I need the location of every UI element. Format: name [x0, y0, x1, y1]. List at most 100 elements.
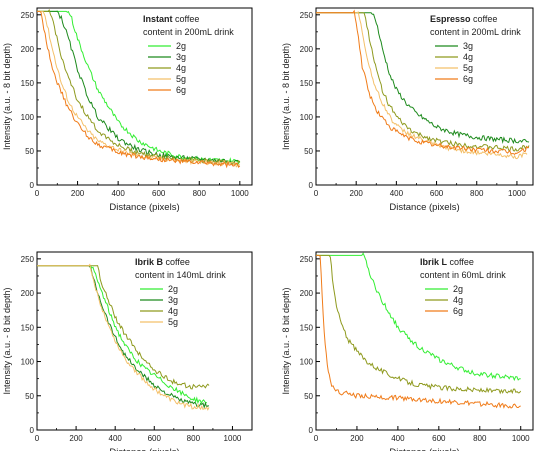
- y-tick-label: 200: [21, 45, 35, 54]
- series-line-4g: [316, 254, 522, 395]
- chart-subtitle: content in 200mL drink: [143, 27, 234, 37]
- x-tick-label: 0: [35, 434, 40, 443]
- legend-label-6g: 6g: [453, 306, 463, 316]
- legend-label-5g: 5g: [168, 317, 178, 327]
- y-tick-label: 250: [21, 255, 35, 264]
- x-tick-label: 200: [69, 434, 83, 443]
- x-tick-label: 600: [152, 189, 166, 198]
- x-tick-label: 0: [35, 189, 40, 198]
- x-tick-label: 400: [111, 189, 125, 198]
- legend-label-6g: 6g: [176, 85, 186, 95]
- y-tick-label: 250: [300, 11, 314, 20]
- chart-title-bold: Ibrik L: [420, 257, 448, 267]
- y-tick-label: 150: [300, 79, 314, 88]
- y-tick-label: 50: [304, 392, 313, 401]
- chart-title-bold: Ibrik B: [135, 257, 164, 267]
- legend-label-4g: 4g: [168, 306, 178, 316]
- chart-title-bold: Espresso: [430, 14, 471, 24]
- x-axis-label: Distance (pixels): [109, 202, 179, 213]
- x-tick-label: 0: [314, 434, 319, 443]
- x-tick-label: 0: [314, 189, 319, 198]
- y-tick-label: 0: [309, 181, 314, 190]
- legend-label-3g: 3g: [463, 41, 473, 51]
- series-line-4g: [37, 265, 210, 390]
- x-tick-label: 800: [473, 434, 487, 443]
- x-axis-label: Distance (pixels): [109, 447, 179, 451]
- y-tick-label: 100: [300, 358, 314, 367]
- chart-subtitle: content in 140mL drink: [135, 270, 226, 280]
- y-tick-label: 100: [21, 113, 35, 122]
- chart-subtitle: content in 200mL drink: [430, 27, 521, 37]
- legend-label-2g: 2g: [176, 41, 186, 51]
- x-tick-label: 400: [109, 434, 123, 443]
- x-tick-label: 800: [187, 434, 201, 443]
- x-axis-label: Distance (pixels): [389, 202, 459, 213]
- y-tick-label: 50: [25, 392, 34, 401]
- series-line-5g: [37, 263, 210, 411]
- chart-title: Ibrik B coffee: [135, 257, 190, 267]
- series-line-5g: [37, 10, 240, 168]
- x-tick-label: 600: [432, 434, 446, 443]
- plot-frame: [36, 251, 253, 431]
- x-tick-label: 1000: [231, 189, 249, 198]
- y-tick-label: 50: [304, 147, 313, 156]
- y-tick-label: 200: [300, 45, 314, 54]
- x-axis-label: Distance (pixels): [389, 447, 459, 451]
- y-tick-label: 150: [300, 323, 314, 332]
- x-tick-label: 200: [350, 189, 364, 198]
- plot-frame: [315, 251, 534, 431]
- series-line-3g: [37, 265, 210, 409]
- y-tick-label: 0: [309, 426, 314, 435]
- legend-label-4g: 4g: [463, 52, 473, 62]
- legend-label-2g: 2g: [453, 284, 463, 294]
- y-tick-label: 250: [300, 255, 314, 264]
- y-axis-label: Intensity (a.u. - 8 bit depth): [281, 43, 291, 150]
- legend-label-4g: 4g: [453, 295, 463, 305]
- chart-title: Ibrik L coffee: [420, 257, 474, 267]
- x-tick-label: 200: [350, 434, 364, 443]
- chart-panel-1: 0 200 400 600 800 1000 0 50 100 150 200 250 Distance…: [2, 7, 253, 213]
- x-tick-label: 200: [71, 189, 85, 198]
- legend-label-5g: 5g: [463, 63, 473, 73]
- chart-title: Instant coffee: [143, 14, 199, 24]
- y-tick-label: 0: [30, 426, 35, 435]
- x-tick-label: 400: [390, 189, 404, 198]
- plot-frame: [36, 7, 253, 186]
- chart-title-rest: coffee: [471, 14, 498, 24]
- legend-label-6g: 6g: [463, 74, 473, 84]
- chart-panel-3: 0 200 400 600 800 1000 0 50 100 150 200 250 Distance…: [2, 251, 253, 451]
- legend-label-5g: 5g: [176, 74, 186, 84]
- chart-subtitle: content in 60mL drink: [420, 270, 506, 280]
- chart-title-rest: coffee: [163, 257, 190, 267]
- x-tick-label: 1000: [512, 434, 530, 443]
- plot-frame: [315, 7, 534, 186]
- chart-title-rest: coffee: [173, 14, 200, 24]
- y-tick-label: 50: [25, 147, 34, 156]
- series-line-6g: [37, 10, 241, 169]
- x-tick-label: 1000: [508, 189, 526, 198]
- y-axis-label: Intensity (a.u. - 8 bit depth): [2, 43, 12, 150]
- y-tick-label: 100: [300, 113, 314, 122]
- chart-title-rest: coffee: [447, 257, 474, 267]
- legend-label-2g: 2g: [168, 284, 178, 294]
- series-line-6g: [316, 9, 529, 156]
- legend-label-3g: 3g: [168, 295, 178, 305]
- y-axis-label: Intensity (a.u. - 8 bit depth): [281, 287, 291, 394]
- chart-panel-2: 0 200 400 600 800 1000 0 50 100 150 200 250 Distance…: [281, 7, 534, 213]
- y-axis-label: Intensity (a.u. - 8 bit depth): [2, 287, 12, 394]
- chart-title-bold: Instant: [143, 14, 173, 24]
- x-tick-label: 800: [470, 189, 484, 198]
- x-tick-label: 400: [391, 434, 405, 443]
- x-tick-label: 1000: [224, 434, 242, 443]
- y-tick-label: 200: [300, 289, 314, 298]
- y-tick-label: 100: [21, 358, 35, 367]
- chart-title: Espresso coffee: [430, 14, 497, 24]
- legend-label-3g: 3g: [176, 52, 186, 62]
- legend-label-4g: 4g: [176, 63, 186, 73]
- x-tick-label: 800: [193, 189, 207, 198]
- y-tick-label: 250: [21, 11, 35, 20]
- series-line-2g: [316, 252, 521, 382]
- y-tick-label: 200: [21, 289, 35, 298]
- chart-panel-4: 0 200 400 600 800 1000 0 50 100 150 200 250 Distance…: [281, 251, 534, 451]
